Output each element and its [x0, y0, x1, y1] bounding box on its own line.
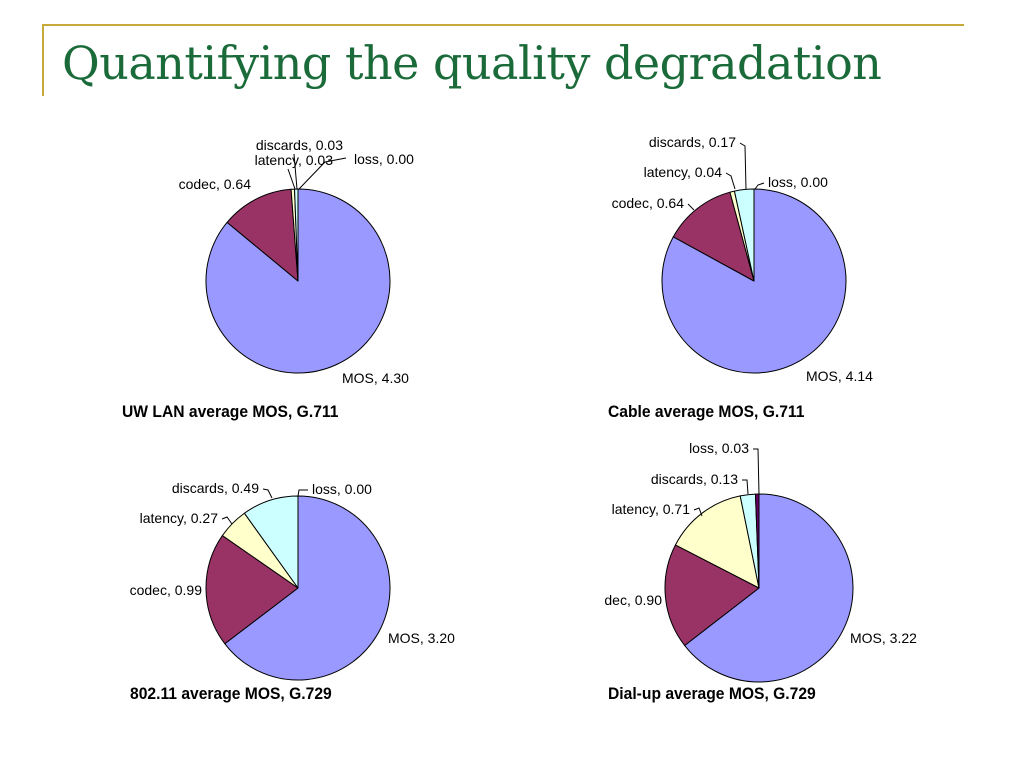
slice-label-MOS: MOS, 3.22	[850, 630, 917, 646]
leader-line-discards	[742, 479, 749, 495]
leader-line-loss	[298, 157, 347, 190]
leader-line-codec	[687, 203, 695, 211]
chart-title-cable: Cable average MOS, G.711	[608, 402, 805, 421]
slice-label-discards: discards, 0.49	[172, 480, 259, 496]
leader-line-latency	[693, 507, 703, 517]
pie-slice-MOS	[684, 493, 854, 683]
pie-slice-codec	[672, 191, 755, 282]
title-frame-left-rule	[42, 24, 44, 96]
slice-label-latency: latency, 0.04	[644, 164, 723, 180]
slice-label-loss: loss, 0.00	[354, 151, 414, 167]
slide-title: Quantifying the quality degradation	[62, 36, 882, 90]
leader-line-discards	[293, 153, 298, 190]
pie-slice-codec	[664, 544, 760, 646]
slice-label-discards: discards, 0.13	[651, 471, 738, 487]
slice-label-loss: loss, 0.00	[312, 481, 372, 497]
leader-line-latency	[221, 516, 233, 525]
slice-label-loss: loss, 0.00	[768, 174, 828, 190]
leader-line-loss	[753, 448, 760, 495]
leader-line-discards	[262, 488, 273, 499]
pie-slice-codec	[226, 188, 299, 282]
slice-label-latency: latency, 0.27	[140, 510, 219, 526]
chart-title-802-11: 802.11 average MOS, G.729	[130, 684, 332, 703]
slice-label-discards: discards, 0.03	[256, 137, 343, 153]
leader-line-loss	[754, 182, 765, 190]
pie-slice-latency	[674, 495, 760, 589]
leader-line-discards	[739, 142, 747, 190]
slice-label-discards: discards, 0.17	[649, 134, 736, 150]
pie-slice-codec	[205, 535, 299, 645]
leader-line-loss	[297, 489, 308, 497]
slice-label-codec: dec, 0.90	[604, 592, 662, 608]
slice-label-codec: codec, 0.64	[612, 195, 685, 211]
slice-label-MOS: MOS, 4.30	[342, 370, 409, 386]
pie-slice-MOS	[224, 495, 391, 681]
slice-label-MOS: MOS, 4.14	[806, 368, 873, 384]
leader-line-latency	[725, 172, 736, 190]
slice-label-loss: loss, 0.03	[689, 440, 749, 456]
slice-label-codec: codec, 0.64	[179, 176, 252, 192]
chart-title-dial-up: Dial-up average MOS, G.729	[608, 684, 816, 703]
title-frame-top-rule	[42, 24, 964, 26]
chart-title-uw-lan: UW LAN average MOS, G.711	[122, 402, 339, 421]
slice-label-latency: latency, 0.71	[612, 501, 691, 517]
slice-label-latency: latency, 0.03	[255, 152, 334, 168]
slice-label-MOS: MOS, 3.20	[388, 630, 455, 646]
leader-line-latency	[287, 168, 296, 190]
slice-label-codec: codec, 0.99	[130, 582, 203, 598]
pie-slice-MOS	[205, 188, 391, 374]
